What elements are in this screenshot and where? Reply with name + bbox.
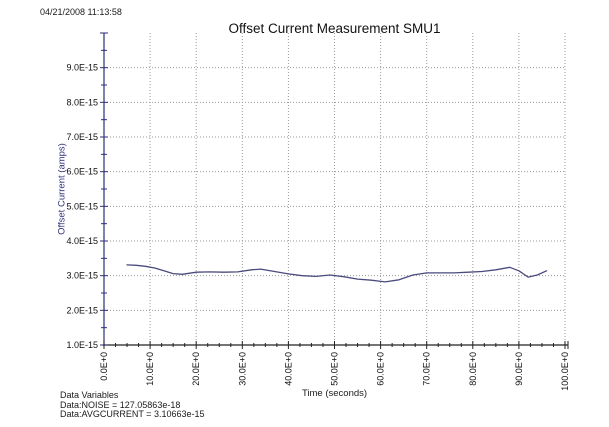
y-tick-label: 6.0E-15 [66, 167, 98, 177]
x-tick-label: 20.0E+0 [191, 352, 201, 386]
y-tick-label: 9.0E-15 [66, 63, 98, 73]
x-tick-label: 100.0E+0 [560, 352, 570, 391]
y-axis-label: Offset Current (amps) [56, 143, 68, 235]
y-tick-label: 4.0E-15 [66, 236, 98, 246]
timestamp: 04/21/2008 11:13:58 [40, 7, 122, 17]
data-noise-value: Data:NOISE = 127.05863e-18 [60, 399, 181, 410]
x-tick-label: 60.0E+0 [376, 352, 386, 386]
x-tick-label: 80.0E+0 [468, 352, 478, 386]
x-tick-label: 30.0E+0 [237, 352, 247, 386]
y-tick-label: 8.0E-15 [66, 97, 98, 107]
x-tick-label: 40.0E+0 [283, 352, 293, 386]
y-tick-label: 3.0E-15 [66, 271, 98, 281]
data-avgcurrent-value: Data:AVGCURRENT = 3.10663e-15 [60, 409, 205, 419]
data-variables-title: Data Variables [60, 390, 119, 400]
y-tick-label: 2.0E-15 [66, 305, 98, 315]
x-tick-label: 70.0E+0 [422, 352, 432, 386]
y-tick-label: 7.0E-15 [66, 132, 98, 142]
y-tick-label: 1.0E-15 [66, 340, 98, 350]
y-tick-label: 5.0E-15 [66, 201, 98, 211]
data-line [126, 264, 548, 283]
x-tick-label: 10.0E+0 [145, 352, 155, 386]
x-tick-label: 90.0E+0 [514, 352, 524, 386]
x-tick-label: 0.0E+0 [99, 352, 109, 381]
data-variables-block: Data Variables Data:NOISE = 127.05863e-1… [60, 390, 205, 420]
chart-title: Offset Current Measurement SMU1 [228, 21, 441, 36]
x-tick-label: 50.0E+0 [330, 352, 340, 386]
x-axis-label: Time (seconds) [301, 388, 368, 399]
